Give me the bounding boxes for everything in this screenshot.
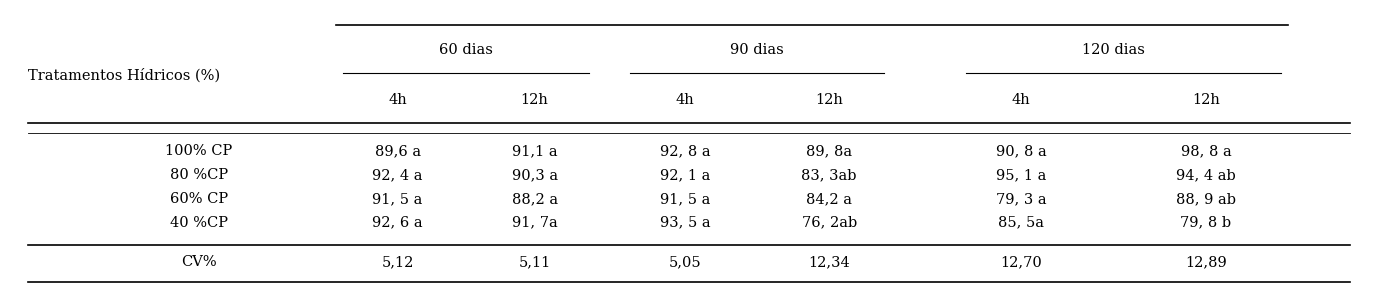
Text: 91, 5 a: 91, 5 a [372, 192, 422, 206]
Text: 12,89: 12,89 [1186, 255, 1227, 269]
Text: 98, 8 a: 98, 8 a [1180, 144, 1232, 158]
Text: 100% CP: 100% CP [165, 144, 232, 158]
Text: 85, 5a: 85, 5a [998, 216, 1044, 230]
Text: 92, 4 a: 92, 4 a [372, 168, 422, 182]
Text: 88, 9 ab: 88, 9 ab [1176, 192, 1236, 206]
Text: 12,34: 12,34 [808, 255, 850, 269]
Text: 79, 8 b: 79, 8 b [1180, 216, 1232, 230]
Text: 60 dias: 60 dias [439, 43, 493, 57]
Text: 92, 6 a: 92, 6 a [372, 216, 424, 230]
Text: 12,70: 12,70 [1000, 255, 1042, 269]
Text: 89,6 a: 89,6 a [375, 144, 421, 158]
Text: 12h: 12h [520, 93, 548, 107]
Text: 90 dias: 90 dias [730, 43, 784, 57]
Text: 84,2 a: 84,2 a [807, 192, 853, 206]
Text: 60% CP: 60% CP [171, 192, 228, 206]
Text: 91, 7a: 91, 7a [512, 216, 558, 230]
Text: 5,05: 5,05 [670, 255, 702, 269]
Text: 5,12: 5,12 [382, 255, 414, 269]
Text: 92, 1 a: 92, 1 a [660, 168, 710, 182]
Text: 76, 2ab: 76, 2ab [801, 216, 857, 230]
Text: Tratamentos Hídricos (%): Tratamentos Hídricos (%) [28, 68, 219, 82]
Text: 4h: 4h [1012, 93, 1030, 107]
Text: 4h: 4h [389, 93, 407, 107]
Text: 40 %CP: 40 %CP [171, 216, 228, 230]
Text: 92, 8 a: 92, 8 a [660, 144, 710, 158]
Text: 83, 3ab: 83, 3ab [801, 168, 857, 182]
Text: 120 dias: 120 dias [1082, 43, 1145, 57]
Text: 91,1 a: 91,1 a [512, 144, 558, 158]
Text: 91, 5 a: 91, 5 a [660, 192, 710, 206]
Text: 93, 5 a: 93, 5 a [660, 216, 710, 230]
Text: 89, 8a: 89, 8a [807, 144, 853, 158]
Text: 95, 1 a: 95, 1 a [995, 168, 1046, 182]
Text: 90,3 a: 90,3 a [512, 168, 558, 182]
Text: 5,11: 5,11 [519, 255, 551, 269]
Text: 12h: 12h [815, 93, 843, 107]
Text: CV%: CV% [182, 255, 217, 269]
Text: 4h: 4h [675, 93, 695, 107]
Text: 80 %CP: 80 %CP [171, 168, 228, 182]
Text: 12h: 12h [1192, 93, 1220, 107]
Text: 90, 8 a: 90, 8 a [995, 144, 1046, 158]
Text: 79, 3 a: 79, 3 a [995, 192, 1046, 206]
Text: 94, 4 ab: 94, 4 ab [1176, 168, 1236, 182]
Text: 88,2 a: 88,2 a [512, 192, 558, 206]
